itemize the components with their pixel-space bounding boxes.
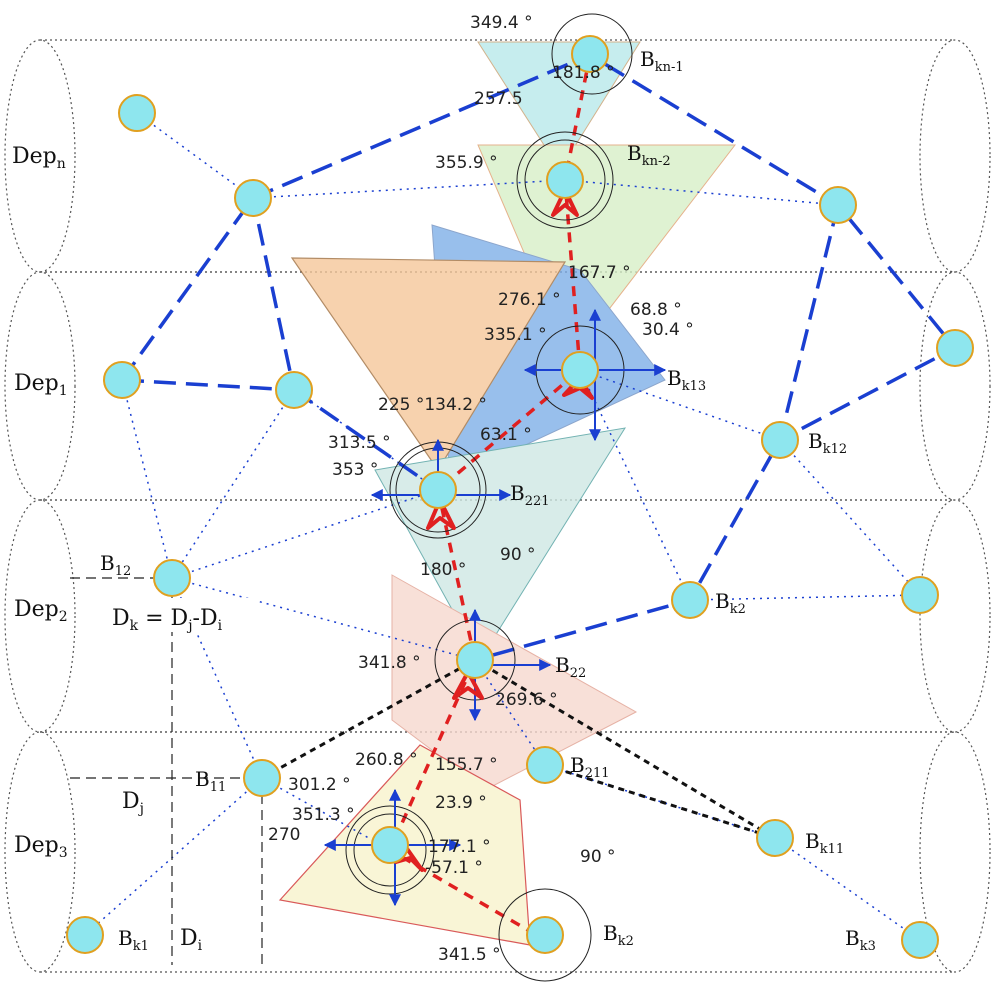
nodes (66, 35, 974, 959)
node-b12 (153, 559, 191, 597)
node-dep1-mid (275, 371, 313, 409)
angle-label: 90 ° (580, 847, 616, 867)
depth-label-di: Di (180, 926, 203, 954)
vehicle-icon (426, 498, 456, 530)
label-b22: B22 (555, 653, 586, 681)
depth-lines (70, 577, 263, 965)
angle-label: 349.4 ° (470, 13, 533, 33)
sector-top (477, 41, 641, 171)
node-upper-right (819, 186, 857, 224)
label-bkn2: Bkn-2 (627, 141, 671, 169)
node-bk11 (756, 819, 794, 857)
node-bkn1 (571, 35, 609, 73)
layer-label-n: Depn (12, 144, 66, 172)
angle-label: 301.2 ° (288, 775, 351, 795)
node-dep2-right (901, 576, 939, 614)
angle-label: 63.1 ° (480, 425, 532, 445)
label-bk2-bottom: Bk2 (603, 921, 634, 949)
node-b221 (419, 471, 457, 509)
angle-label: 341.5 ° (438, 945, 501, 965)
angle-label: 353 ° (332, 460, 378, 480)
label-b11: B11 (195, 767, 226, 795)
vehicle-icon (452, 670, 484, 700)
layer-cylinder-3 (4, 731, 991, 973)
angle-label: 177.1 ° (428, 837, 491, 857)
angle-label: 155.7 ° (435, 755, 498, 775)
layer-label-2: Dep2 (14, 597, 68, 625)
depth-label-dj: Dj (122, 789, 144, 817)
angle-label: 276.1 ° (498, 290, 561, 310)
node-bk2-bottom (526, 916, 564, 954)
layer-label-3: Dep3 (14, 833, 68, 861)
label-bk11: Bk11 (805, 829, 844, 857)
label-bkn1: Bkn-1 (640, 47, 684, 75)
angle-labels: 349.4 ° 181.8 ° 257.5 355.9 ° 167.7 ° 27… (268, 13, 694, 965)
sector-orange (290, 257, 567, 472)
node-dep3-mid (371, 826, 409, 864)
neighbor-links (84, 112, 921, 941)
angle-label: 180 ° (420, 560, 466, 580)
node-b11 (243, 759, 281, 797)
node-bk3 (901, 921, 939, 959)
layer-cylinder-2 (4, 499, 991, 733)
angle-label: 181.8 ° (552, 63, 615, 83)
angle-label: 257.5 (474, 89, 523, 109)
angle-label: 68.8 ° (630, 300, 682, 320)
angle-label: 341.8 ° (358, 653, 421, 673)
vehicle-icon (551, 188, 579, 217)
angle-label: 313.5 ° (328, 433, 391, 453)
node-top-left (118, 94, 156, 132)
depth-label-dk: Dk = Dj-Di (112, 606, 223, 634)
label-bk13: Bk13 (667, 366, 706, 394)
angle-label: 335.1 ° (484, 325, 547, 345)
label-bk2-top: Bk2 (715, 589, 746, 617)
node-upper-left (234, 179, 272, 217)
node-bk13 (561, 351, 599, 389)
angle-label: 23.9 ° (435, 793, 487, 813)
angle-label: -57.1 ° (425, 858, 483, 878)
layer-label-1: Dep1 (14, 371, 68, 399)
angle-label: 225 °134.2 ° (378, 395, 487, 415)
angle-label: 167.7 ° (568, 263, 631, 283)
node-b211 (526, 746, 564, 784)
node-dep1-left (103, 361, 141, 399)
node-b22 (456, 641, 494, 679)
label-bk3: Bk3 (845, 926, 876, 954)
angle-label: 269.6 ° (495, 690, 558, 710)
angle-label: 30.4 ° (642, 320, 694, 340)
label-bk1: Bk1 (118, 926, 149, 954)
label-b221: B221 (510, 481, 550, 509)
layer-labels: Depn Dep1 Dep2 Dep3 (12, 144, 68, 861)
angle-label: 260.8 ° (355, 750, 418, 770)
angle-label: 351.3 ° (292, 805, 355, 825)
node-bk12 (761, 421, 799, 459)
angle-label: 355.9 ° (435, 153, 498, 173)
node-far-right (936, 329, 974, 367)
angle-label: 270 (268, 825, 300, 845)
label-b12: B12 (100, 551, 131, 579)
label-b211: B211 (570, 753, 610, 781)
depth-labels: Dk = Dj-Di Dj Di (108, 598, 258, 954)
layer-cylinders (4, 39, 991, 973)
label-bk12: Bk12 (808, 429, 847, 457)
node-bk1 (66, 916, 104, 954)
node-bk2-top (671, 581, 709, 619)
angle-label: 90 ° (500, 545, 536, 565)
layer-cylinder-n (4, 39, 991, 273)
node-bkn2 (546, 161, 584, 199)
node-labels: Bkn-1 Bkn-2 Bk13 Bk12 B221 B12 Bk2 B22 B… (100, 47, 876, 954)
